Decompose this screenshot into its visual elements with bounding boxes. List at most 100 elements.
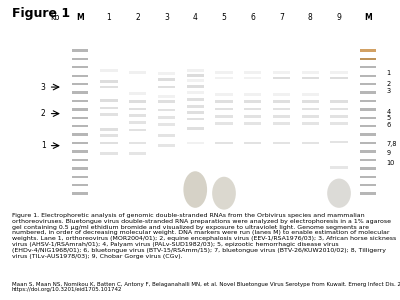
Bar: [273, 115, 290, 118]
Bar: [129, 100, 146, 103]
Bar: [330, 166, 348, 169]
Bar: [186, 79, 204, 82]
Bar: [100, 142, 118, 144]
Bar: [129, 92, 146, 95]
Text: Maan S, Maan NS, Nomikou K, Batten C, Antony F, Belaganahalli MN, et al. Novel B: Maan S, Maan NS, Nomikou K, Batten C, An…: [12, 282, 400, 292]
Bar: [158, 123, 175, 126]
Bar: [215, 115, 233, 118]
Bar: [215, 100, 233, 103]
Bar: [158, 78, 175, 81]
Bar: [186, 69, 204, 72]
Bar: [273, 142, 290, 144]
Bar: [72, 192, 88, 195]
Bar: [186, 111, 204, 114]
Text: M: M: [76, 13, 84, 22]
Bar: [100, 107, 118, 110]
Text: 6: 6: [387, 122, 391, 128]
Bar: [360, 108, 376, 111]
Bar: [330, 76, 348, 79]
Bar: [129, 71, 146, 74]
Bar: [360, 167, 376, 170]
Bar: [129, 122, 146, 124]
Bar: [330, 115, 348, 118]
Bar: [158, 134, 175, 137]
Bar: [72, 150, 88, 153]
Bar: [360, 159, 376, 161]
Text: 9: 9: [387, 150, 391, 156]
Bar: [100, 69, 118, 72]
Bar: [72, 176, 88, 178]
Text: 3: 3: [387, 88, 391, 94]
Bar: [129, 114, 146, 117]
Bar: [273, 93, 290, 96]
Text: 5: 5: [222, 13, 226, 22]
Bar: [158, 72, 175, 75]
Bar: [360, 74, 376, 77]
Bar: [72, 100, 88, 102]
Bar: [72, 108, 88, 111]
Bar: [215, 76, 233, 79]
Bar: [72, 184, 88, 186]
Bar: [215, 142, 233, 144]
Bar: [158, 100, 175, 103]
Bar: [186, 105, 204, 108]
Bar: [360, 125, 376, 128]
Bar: [360, 83, 376, 85]
Text: 7: 7: [279, 13, 284, 22]
Bar: [72, 117, 88, 119]
Bar: [273, 71, 290, 74]
Bar: [158, 109, 175, 111]
Bar: [302, 76, 319, 79]
Text: 2: 2: [41, 109, 46, 118]
Bar: [72, 167, 88, 170]
Bar: [186, 74, 204, 76]
Bar: [273, 76, 290, 79]
Bar: [215, 93, 233, 96]
Text: 5: 5: [387, 115, 391, 121]
Bar: [72, 125, 88, 128]
Bar: [330, 71, 348, 74]
Bar: [302, 108, 319, 110]
Bar: [360, 176, 376, 178]
Bar: [129, 129, 146, 131]
Text: 9: 9: [336, 13, 342, 22]
Bar: [244, 71, 262, 74]
Text: 1: 1: [387, 70, 391, 76]
Text: 4: 4: [193, 13, 198, 22]
Bar: [360, 100, 376, 102]
Bar: [186, 127, 204, 130]
Bar: [100, 134, 118, 137]
Bar: [244, 76, 262, 79]
Bar: [302, 71, 319, 74]
Bar: [72, 134, 88, 136]
Bar: [360, 142, 376, 144]
Bar: [186, 118, 204, 121]
Text: 6: 6: [250, 13, 255, 22]
Bar: [72, 74, 88, 77]
Text: 4: 4: [387, 109, 391, 115]
Bar: [100, 152, 118, 155]
Text: 1: 1: [41, 141, 46, 150]
Ellipse shape: [327, 178, 351, 208]
Bar: [72, 66, 88, 68]
Bar: [100, 128, 118, 130]
Bar: [72, 142, 88, 144]
Bar: [360, 134, 376, 136]
Bar: [330, 100, 348, 103]
Bar: [302, 122, 319, 125]
Bar: [244, 108, 262, 110]
Bar: [302, 142, 319, 144]
Bar: [158, 95, 175, 98]
Bar: [360, 49, 376, 52]
Text: 1: 1: [107, 13, 111, 22]
Bar: [215, 71, 233, 74]
Bar: [129, 152, 146, 155]
Bar: [72, 58, 88, 60]
Bar: [158, 86, 175, 88]
Bar: [215, 108, 233, 110]
Text: 2: 2: [135, 13, 140, 22]
Bar: [186, 91, 204, 94]
Bar: [72, 92, 88, 94]
Text: kb: kb: [50, 13, 60, 22]
Text: Figure 1: Figure 1: [12, 8, 70, 20]
